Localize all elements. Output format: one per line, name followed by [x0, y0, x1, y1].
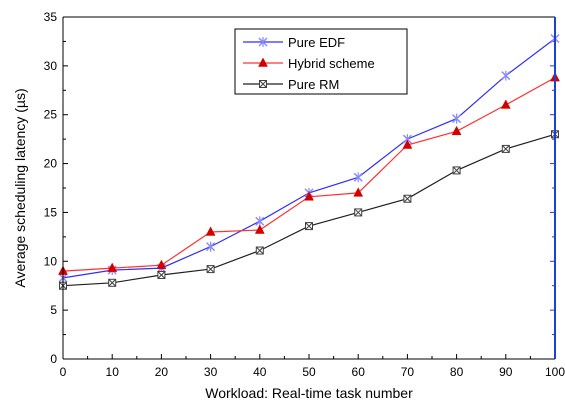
legend-marker-pure-rm: [259, 80, 267, 88]
y-axis-title: Average scheduling latency (µs): [12, 88, 28, 287]
legend-marker-hybrid-scheme: [258, 57, 268, 67]
y-tick-label: 30: [44, 59, 58, 73]
data-point-pure-rm: [255, 246, 264, 255]
data-point-hybrid-scheme: [353, 187, 364, 197]
legend-marker-pure-edf: [258, 37, 268, 47]
data-point-hybrid-scheme: [500, 99, 511, 109]
data-point-hybrid-scheme: [451, 125, 462, 136]
data-point-pure-rm: [157, 270, 166, 279]
legend: Pure EDF Hybrid scheme Pure RM: [234, 28, 408, 95]
data-point-pure-rm: [108, 278, 117, 287]
data-point-pure-rm: [206, 265, 215, 274]
data-point-hybrid-scheme: [254, 224, 265, 234]
x-tick-label: 10: [106, 365, 120, 379]
data-point-pure-rm: [305, 222, 313, 231]
y-tick-label: 20: [44, 157, 58, 171]
y-tick-label: 25: [44, 108, 58, 122]
x-tick-label: 60: [352, 365, 366, 379]
y-tick-label: 15: [44, 205, 58, 219]
data-point-pure-edf: [206, 241, 216, 252]
data-point-hybrid-scheme: [107, 262, 118, 272]
data-point-pure-edf: [501, 70, 511, 81]
x-tick-label: 40: [253, 365, 267, 379]
x-tick-label: 70: [401, 365, 415, 379]
data-point-pure-edf: [452, 113, 462, 124]
x-tick-label: 80: [450, 365, 464, 379]
data-point-hybrid-scheme: [205, 226, 216, 236]
x-tick-label: 0: [60, 365, 67, 379]
data-point-pure-rm: [501, 144, 510, 153]
y-tick-label: 0: [50, 352, 57, 366]
x-tick-label: 90: [499, 365, 513, 379]
y-tick-label: 35: [44, 10, 58, 24]
legend-label-pure-edf: Pure EDF: [288, 35, 345, 50]
data-point-pure-rm: [452, 166, 461, 175]
data-point-pure-rm: [354, 208, 363, 217]
x-tick-label: 50: [302, 365, 316, 379]
y-axis-ticks: 0 5 10 15 20 25 30 35: [44, 10, 68, 366]
x-axis-ticks: 0 10 20 30 40 50 60 70 80 90 100: [60, 354, 565, 379]
data-point-hybrid-scheme: [402, 139, 413, 149]
x-tick-label: 100: [545, 365, 565, 379]
x-tick-label: 20: [155, 365, 169, 379]
data-point-pure-rm: [403, 194, 412, 203]
data-point-pure-edf: [353, 172, 363, 183]
y-tick-label: 10: [44, 254, 58, 268]
x-tick-label: 30: [204, 365, 218, 379]
legend-items: Pure EDF Hybrid scheme Pure RM: [243, 35, 375, 92]
data-point-hybrid-scheme: [304, 191, 314, 201]
legend-label-hybrid-scheme: Hybrid scheme: [288, 56, 375, 71]
data-point-hybrid-scheme: [156, 259, 167, 269]
legend-label-pure-rm: Pure RM: [288, 77, 339, 92]
y-tick-label: 5: [50, 303, 57, 317]
x-axis-title: Workload: Real-time task number: [205, 385, 413, 401]
